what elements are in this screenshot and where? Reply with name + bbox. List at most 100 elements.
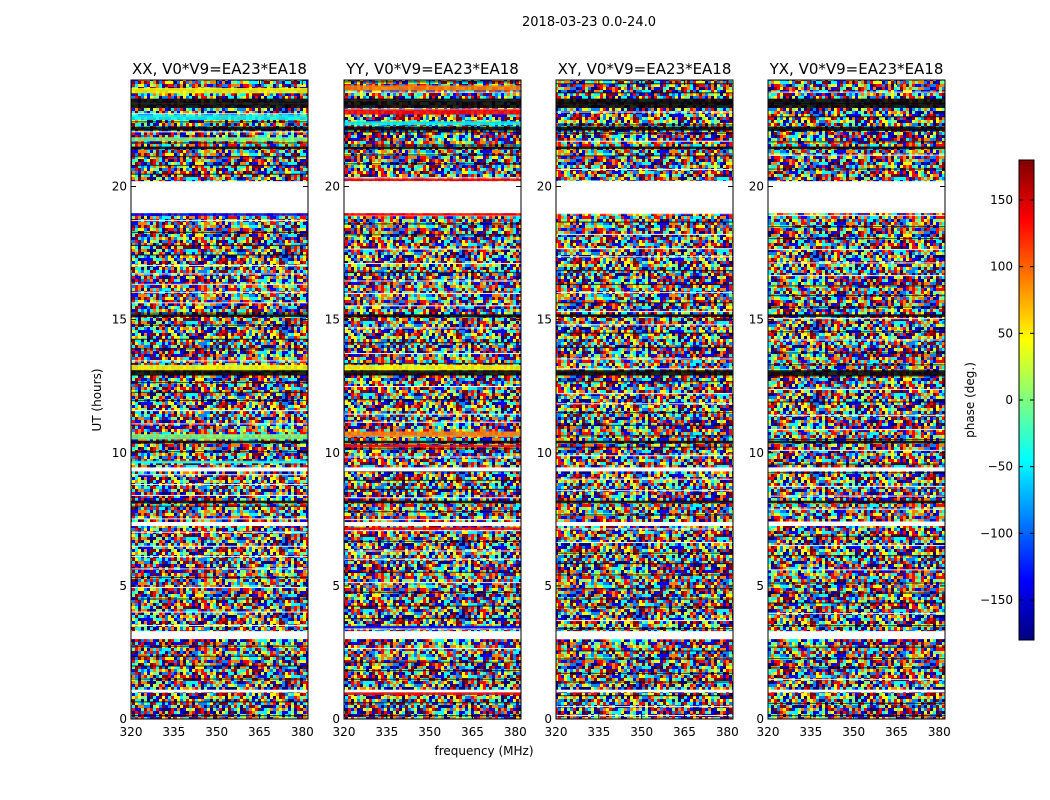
x-tick-label: 335 [587, 725, 610, 739]
dark-band [556, 500, 733, 504]
row-stripe [131, 545, 308, 547]
y-tick-label: 10 [749, 446, 764, 460]
bright-band [344, 625, 521, 629]
row-stripe [344, 648, 521, 650]
row-stripe [556, 620, 733, 622]
dark-band [556, 98, 733, 108]
data-gap [131, 467, 308, 472]
colorbar-tick-label: 100 [990, 260, 1013, 274]
row-stripes [556, 83, 733, 717]
row-stripe [131, 494, 308, 496]
row-stripe [556, 393, 733, 395]
row-stripe [768, 495, 945, 497]
row-stripe [344, 177, 521, 179]
bright-band [131, 87, 308, 94]
colorbar-tick-label: −50 [988, 460, 1013, 474]
y-tick-label: 5 [119, 579, 127, 593]
y-tick-label: 0 [756, 712, 764, 726]
row-stripe [344, 280, 521, 282]
row-stripe [131, 264, 308, 266]
dark-band [131, 440, 308, 444]
panel-frame [130, 79, 309, 720]
row-stripe [556, 574, 733, 576]
row-stripe [131, 254, 308, 256]
row-stripe [131, 678, 308, 680]
panels: XX, V0*V9=EA23*EA18 320 335 350 365 380 0 5 10 15… [112, 60, 951, 739]
row-stripe [131, 645, 308, 647]
row-stripe [768, 262, 945, 264]
colorbar-tick-label: −150 [980, 593, 1013, 607]
row-stripe [344, 362, 521, 365]
row-stripe [344, 248, 521, 250]
row-stripe [768, 438, 945, 441]
row-stripe [131, 423, 308, 425]
row-stripe [131, 665, 308, 667]
row-stripe [344, 271, 521, 273]
bright-band [344, 431, 521, 437]
y-tick-label: 10 [537, 446, 552, 460]
panel-xy: XY, V0*V9=EA23*EA18 320 335 350 365 380 0 5 10 15… [537, 60, 739, 739]
x-tick-label: 335 [162, 725, 185, 739]
panel-title: XY, V0*V9=EA23*EA18 [558, 60, 732, 78]
x-tick-label: 320 [757, 725, 780, 739]
row-stripe [556, 598, 733, 600]
dark-band [344, 314, 521, 317]
row-stripe [768, 449, 945, 451]
row-stripe [556, 514, 733, 516]
row-stripe [768, 613, 945, 615]
row-stripe [131, 360, 308, 362]
row-stripe [131, 164, 308, 167]
dark-band [344, 370, 521, 376]
row-stripe [131, 655, 308, 657]
dark-band [768, 146, 945, 150]
row-stripe [344, 605, 521, 607]
row-stripe [556, 628, 733, 630]
row-stripe [131, 283, 308, 285]
row-stripe [344, 702, 521, 704]
bright-band [131, 460, 308, 464]
row-stripe [131, 598, 308, 600]
row-stripe [131, 587, 308, 589]
row-stripe [344, 144, 521, 146]
row-stripe [131, 474, 308, 476]
row-stripe [556, 221, 733, 223]
row-stripe [556, 562, 733, 565]
row-stripe [556, 606, 733, 608]
data-gap [556, 689, 733, 693]
row-stripe [131, 220, 308, 222]
x-tick-label: 335 [799, 725, 822, 739]
row-stripe [131, 291, 308, 293]
row-stripe [768, 294, 945, 297]
row-stripe [768, 364, 945, 366]
y-tick-label: 20 [537, 180, 552, 194]
row-stripe [344, 327, 521, 329]
row-stripe [131, 156, 308, 158]
bright-band [131, 364, 308, 371]
row-stripe [768, 388, 945, 390]
row-stripe [131, 576, 308, 579]
data-gap [768, 689, 945, 693]
dark-band [768, 440, 945, 444]
row-stripe [131, 338, 308, 340]
row-stripe [556, 283, 733, 286]
row-stripe [768, 678, 945, 680]
row-stripe [768, 667, 945, 669]
bright-band [131, 434, 308, 440]
phase-map [768, 80, 945, 719]
data-gap [768, 181, 945, 214]
row-stripe [556, 256, 733, 258]
dark-band [131, 314, 308, 317]
data-gap [768, 521, 945, 526]
row-stripe [768, 375, 945, 377]
x-tick-label: 365 [885, 725, 908, 739]
row-stripe [768, 508, 945, 510]
row-stripe [556, 111, 733, 113]
y-tick-label: 15 [112, 313, 127, 327]
data-gap [556, 631, 733, 640]
row-stripe [556, 706, 733, 708]
y-tick-label: 10 [325, 446, 340, 460]
data-gap [131, 521, 308, 526]
row-stripe [131, 483, 308, 485]
row-stripe [768, 702, 945, 704]
row-stripe [768, 521, 945, 523]
